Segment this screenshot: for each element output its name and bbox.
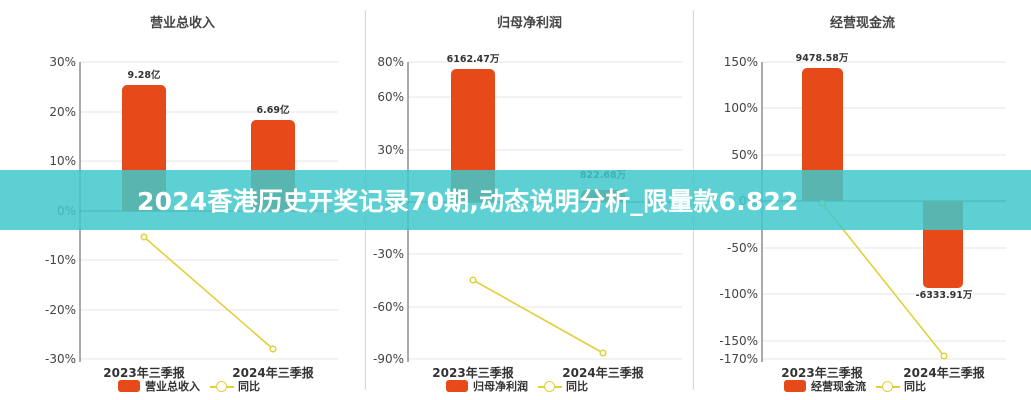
svg-text:30%: 30% <box>49 55 76 69</box>
svg-text:100%: 100% <box>724 101 758 115</box>
x-label: 2023年三季报 <box>781 365 862 380</box>
y-ticks: 30% 20% 10% 0% -10% -20% -30% <box>45 55 76 366</box>
chart-title: 营业总收入 <box>149 16 215 31</box>
yoy-point[interactable] <box>269 345 277 353</box>
legend-line-marker-icon <box>538 380 562 392</box>
legend-bar-label[interactable]: 经营现金流 <box>811 380 866 393</box>
legend-line-marker-icon <box>876 380 900 392</box>
svg-text:60%: 60% <box>377 90 404 104</box>
bar-2023[interactable] <box>451 69 495 202</box>
yoy-point[interactable] <box>599 349 607 357</box>
svg-text:-30%: -30% <box>45 352 76 366</box>
yoy-line <box>143 236 274 350</box>
svg-text:-60%: -60% <box>373 300 404 314</box>
svg-text:-50%: -50% <box>727 241 758 255</box>
x-label: 2023年三季报 <box>103 365 184 380</box>
bar-value-label: -6333.91万 <box>916 290 973 301</box>
yoy-point[interactable] <box>140 233 148 241</box>
svg-text:-150%: -150% <box>719 334 758 348</box>
y-ticks: 150% 100% 50% 0% -50% -100% -150% -170% <box>719 55 758 366</box>
legend-bar-swatch <box>446 380 468 392</box>
bar-value-label: 6.69亿 <box>257 104 290 116</box>
legend-line-label[interactable]: 同比 <box>904 380 926 393</box>
x-label: 2024年三季报 <box>903 365 984 380</box>
yoy-point[interactable] <box>469 276 477 284</box>
legend-bar-label[interactable]: 归母净利润 <box>473 380 528 393</box>
bar-value-label: 9.28亿 <box>128 69 161 81</box>
legend: 归母净利润 同比 <box>446 378 588 394</box>
svg-text:80%: 80% <box>377 55 404 69</box>
legend: 营业总收入 同比 <box>118 378 260 394</box>
bar-value-label: 9478.58万 <box>796 53 849 64</box>
svg-text:50%: 50% <box>731 148 758 162</box>
legend: 经营现金流 同比 <box>784 378 926 394</box>
svg-text:150%: 150% <box>724 55 758 69</box>
svg-text:30%: 30% <box>377 143 404 157</box>
legend-line-label[interactable]: 同比 <box>566 380 588 393</box>
legend-line-marker-icon <box>210 380 234 392</box>
bar-2023[interactable] <box>802 68 843 201</box>
legend-line-label[interactable]: 同比 <box>238 380 260 393</box>
yoy-line <box>472 279 604 354</box>
svg-text:-100%: -100% <box>719 287 758 301</box>
svg-text:-10%: -10% <box>45 253 76 267</box>
gridlines <box>762 61 1006 360</box>
yoy-point[interactable] <box>940 352 948 360</box>
x-label: 2024年三季报 <box>232 365 313 380</box>
svg-text:-30%: -30% <box>373 247 404 261</box>
x-label: 2023年三季报 <box>432 365 513 380</box>
bar-value-label: 6162.47万 <box>447 54 500 65</box>
x-label: 2024年三季报 <box>562 365 643 380</box>
banner-text: 2024香港历史开奖记录70期,动态说明分析_限量款6.822 <box>137 187 799 216</box>
legend-bar-swatch <box>118 380 140 392</box>
legend-bar-swatch <box>784 380 806 392</box>
svg-text:-90%: -90% <box>373 352 404 366</box>
svg-text:10%: 10% <box>49 154 76 168</box>
legend-bar-label[interactable]: 营业总收入 <box>145 380 200 393</box>
svg-text:-20%: -20% <box>45 303 76 317</box>
chart-title: 归母净利润 <box>496 16 562 31</box>
title-banner: 2024香港历史开奖记录70期,动态说明分析_限量款6.822 <box>0 170 1031 230</box>
svg-text:20%: 20% <box>49 105 76 119</box>
svg-text:-170%: -170% <box>719 352 758 366</box>
chart-title: 经营现金流 <box>829 16 895 31</box>
